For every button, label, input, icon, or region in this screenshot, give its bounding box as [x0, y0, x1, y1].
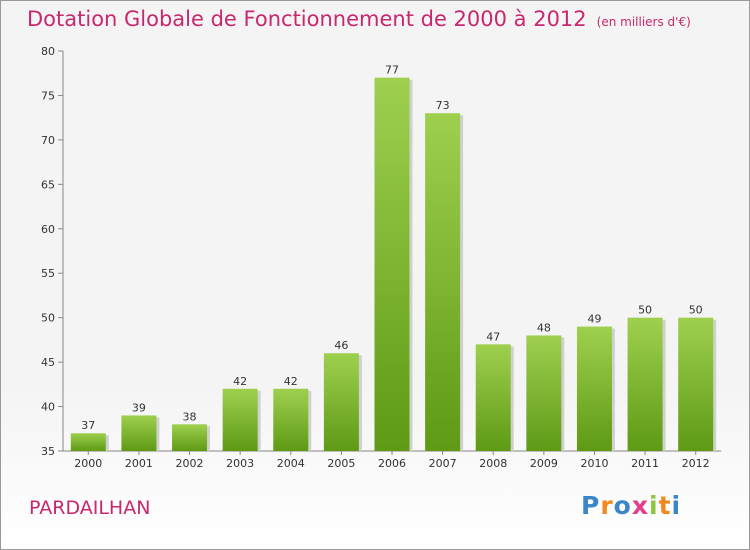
y-tick-label: 75	[41, 89, 55, 102]
x-tick-label: 2011	[631, 457, 659, 470]
logo-letter: r	[600, 491, 614, 520]
y-tick-label: 35	[41, 445, 55, 458]
bar-value-label: 50	[689, 304, 703, 317]
x-tick-label: 2010	[580, 457, 608, 470]
bar-value-label: 48	[537, 321, 551, 334]
chart-title: Dotation Globale de Fonctionnement de 20…	[27, 7, 691, 31]
y-tick-label: 45	[41, 356, 55, 369]
bar-value-label: 77	[385, 64, 399, 77]
x-tick-label: 2001	[125, 457, 153, 470]
y-tick-label: 40	[41, 401, 55, 414]
bar-value-label: 73	[436, 99, 450, 112]
logo-letter: x	[631, 491, 649, 520]
x-tick-label: 2002	[176, 457, 204, 470]
x-tick-label: 2000	[74, 457, 102, 470]
bar	[678, 317, 714, 451]
bar	[526, 335, 562, 451]
chart-title-text: Dotation Globale de Fonctionnement de 20…	[27, 7, 587, 31]
bar-value-label: 46	[334, 339, 348, 352]
x-tick-label: 2003	[226, 457, 254, 470]
x-tick-label: 2008	[479, 457, 507, 470]
bar	[222, 388, 258, 451]
x-tick-label: 2012	[682, 457, 710, 470]
chart-axes: 35 40 45 50 55 60 65 70 75 80 2000 2001 2002 2003 2004…	[41, 45, 721, 470]
bar	[323, 353, 359, 451]
x-tick-label: 2004	[277, 457, 305, 470]
y-tick-label: 50	[41, 312, 55, 325]
chart-bars: 37 39 38 42 42 46 77 73 47 48 49 50 50	[70, 64, 717, 452]
bar-value-label: 42	[233, 375, 247, 388]
bar	[576, 326, 612, 451]
proxiti-logo: Proxiti	[581, 491, 681, 520]
bar	[425, 113, 461, 451]
y-tick-label: 55	[41, 267, 55, 280]
bar	[273, 388, 309, 451]
bar	[172, 424, 208, 451]
bar	[70, 433, 106, 451]
y-tick-label: 80	[41, 45, 55, 58]
bar	[475, 344, 511, 451]
bar-value-label: 38	[183, 410, 197, 423]
logo-letter: o	[613, 491, 632, 520]
bar-value-label: 49	[587, 313, 601, 326]
bar-value-label: 42	[284, 375, 298, 388]
x-tick-label: 2009	[530, 457, 558, 470]
bar	[374, 77, 410, 452]
y-tick-label: 70	[41, 134, 55, 147]
bar-value-label: 37	[81, 419, 95, 432]
x-tick-label: 2006	[378, 457, 406, 470]
logo-letter: i	[649, 491, 659, 520]
bar-value-label: 39	[132, 401, 146, 414]
logo-letter: i	[671, 491, 682, 520]
bar	[121, 415, 157, 451]
x-tick-label: 2007	[429, 457, 457, 470]
logo-letter: t	[658, 491, 672, 520]
y-tick-label: 65	[41, 178, 55, 191]
bar-value-label: 50	[638, 304, 652, 317]
logo-letter: P	[581, 491, 601, 520]
bar-value-label: 47	[486, 330, 500, 343]
y-tick-label: 60	[41, 223, 55, 236]
bar	[627, 317, 663, 451]
x-tick-label: 2005	[327, 457, 355, 470]
unit-note: (en milliers d'€)	[596, 15, 691, 29]
commune-name: PARDAILHAN	[29, 497, 151, 519]
